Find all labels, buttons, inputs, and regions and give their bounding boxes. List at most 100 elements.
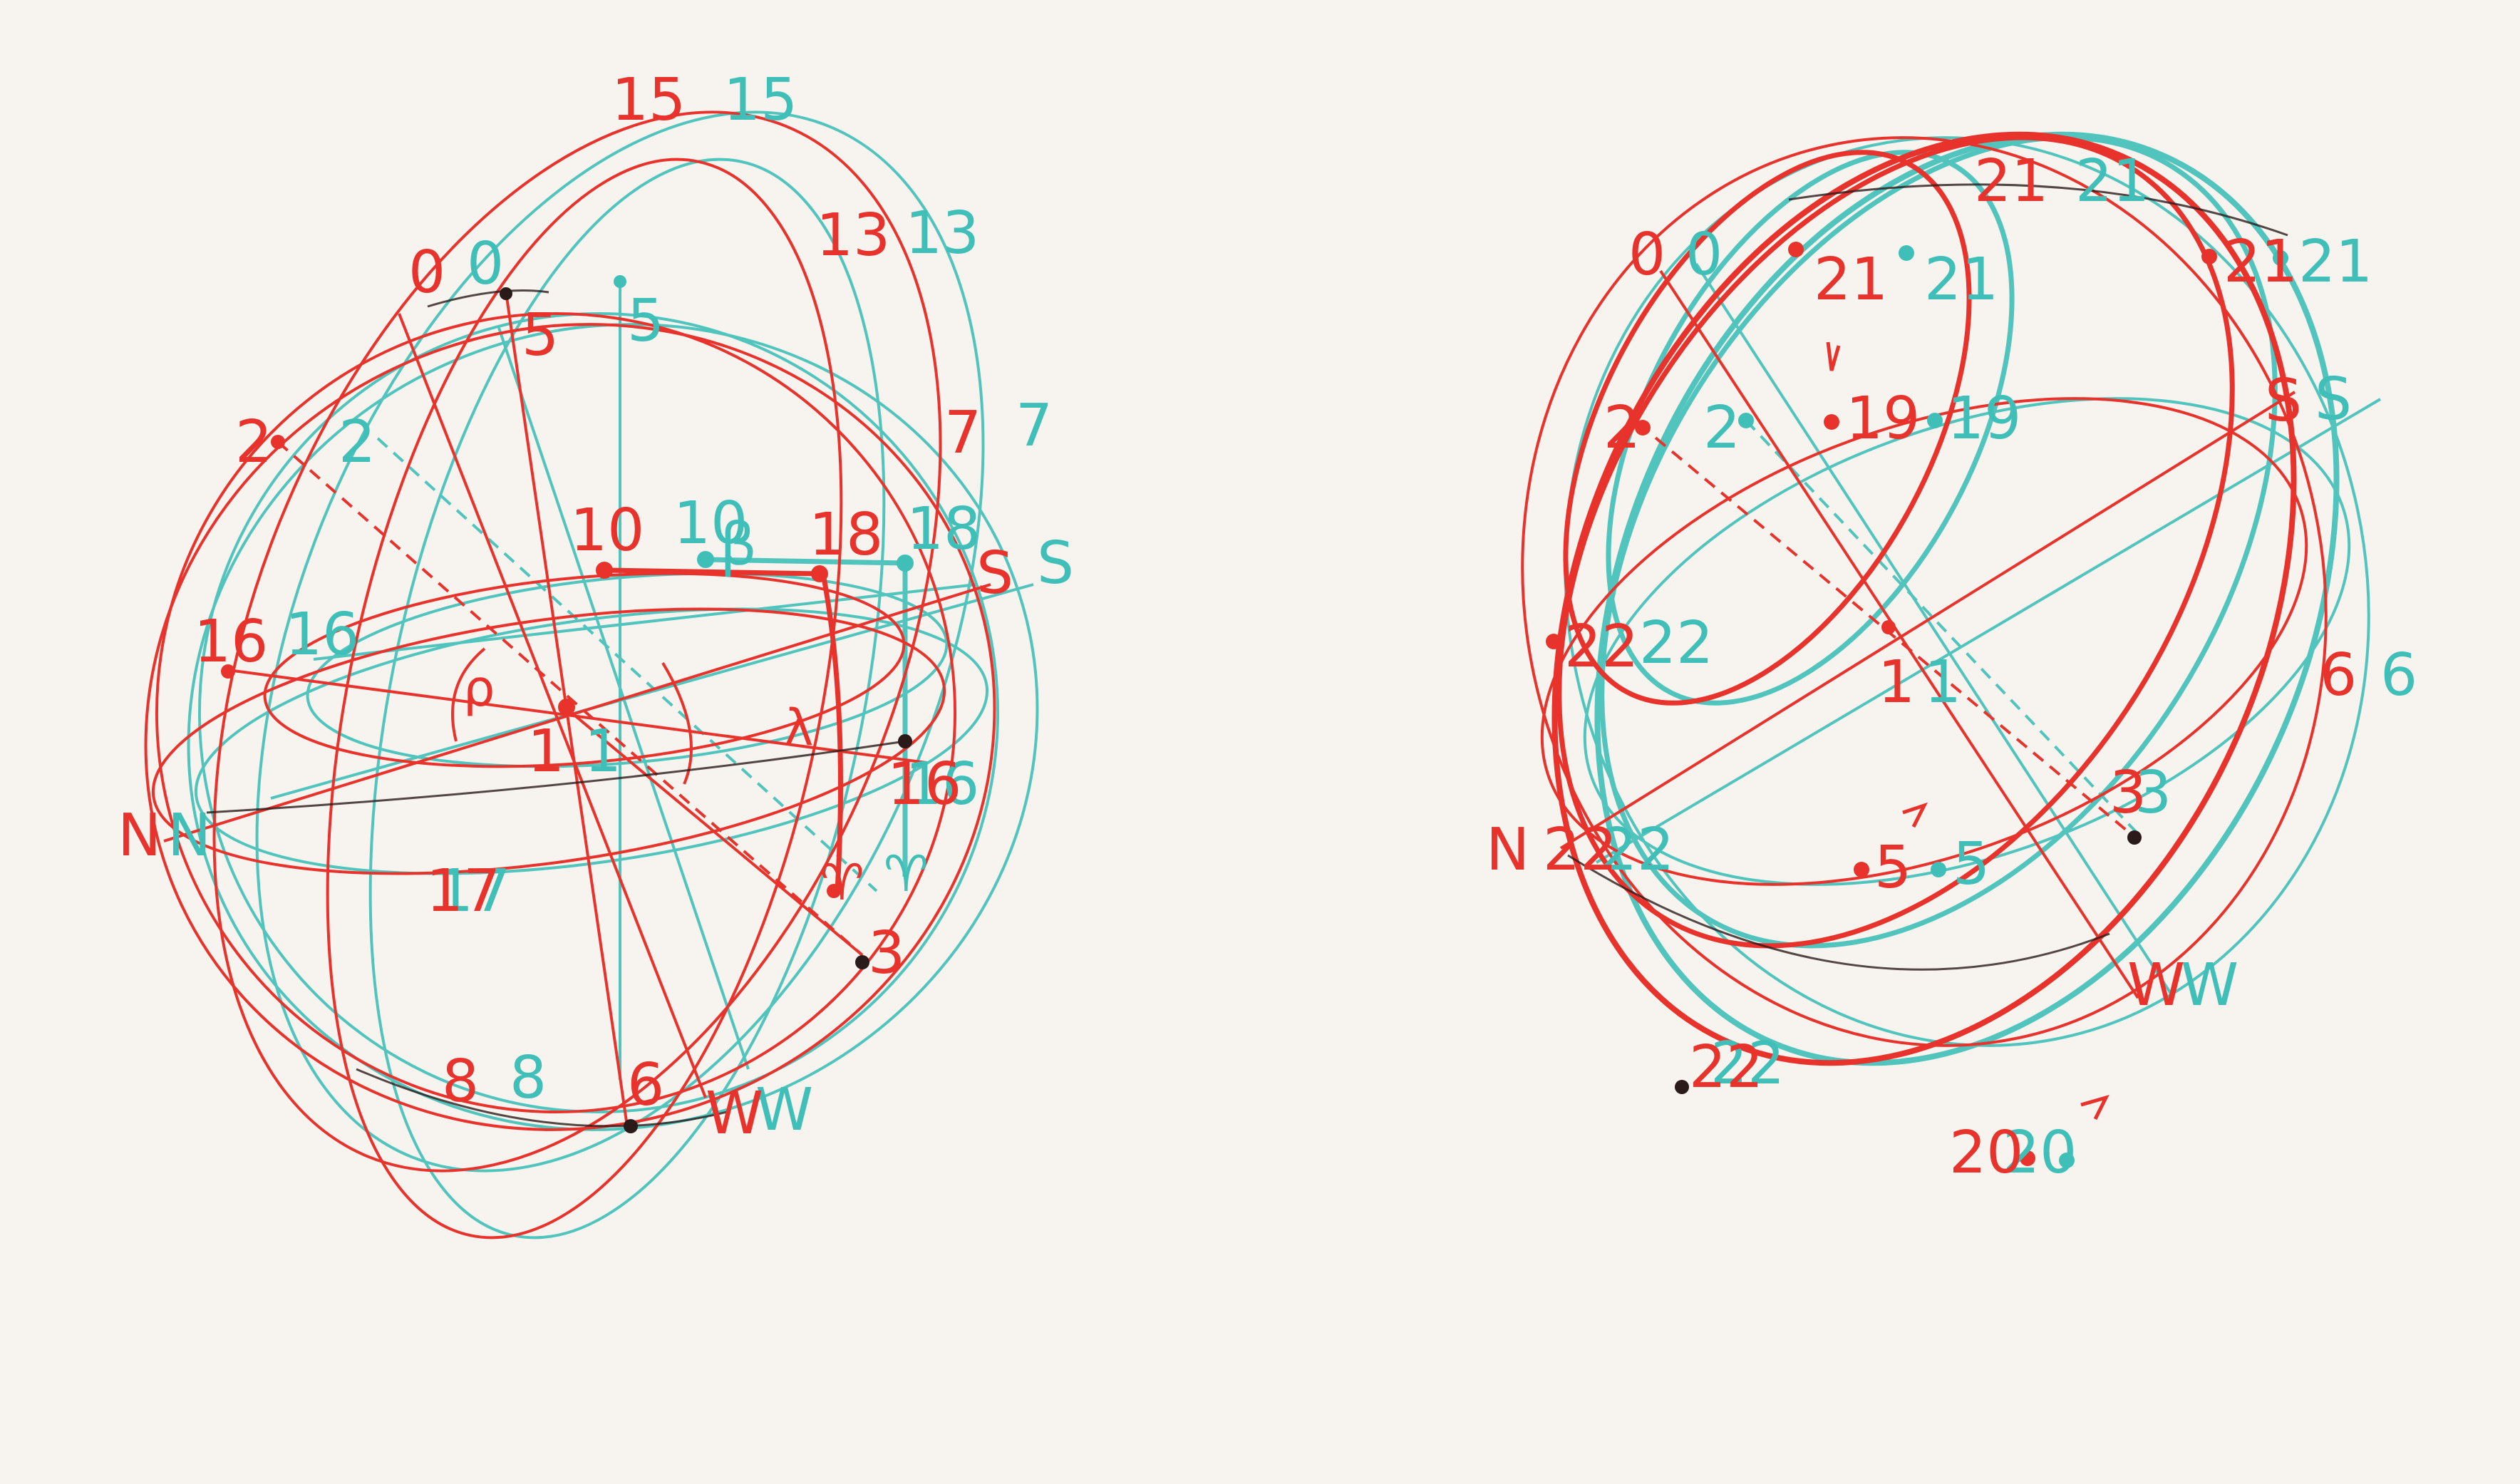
cyan-label-16a: 16 [285, 601, 359, 669]
red-axis-1 [1559, 391, 2296, 850]
red-dot-aries [827, 884, 841, 898]
red-label-22c: 22 [1689, 1034, 1763, 1101]
left-cyan-layer [187, 110, 1039, 1240]
cyan-equator-ellipse [194, 607, 989, 875]
red-equator-ellipse [151, 607, 946, 875]
red-dashed-line [277, 440, 864, 957]
cyan-label-0: 0 [1685, 221, 1723, 289]
cyan-label-3: 3 [2134, 759, 2172, 827]
dark-lower-curve [1567, 854, 2110, 971]
red-label-8: 8 [442, 1048, 479, 1115]
dark-dot-3 [2127, 830, 2142, 845]
dark-upper-curve [1788, 183, 2288, 237]
right-cyan-layer [1564, 131, 2382, 1066]
cyan-label-S: S [2315, 366, 2352, 433]
cyan-label-5: 5 [627, 287, 664, 355]
right-red-labels: 0 21 21 21 2 19 S 22 1 6 3 N 22 5 W 22 2… [1486, 148, 2357, 1187]
cyan-label-0: 0 [467, 230, 504, 298]
cyan-label-19: 19 [1947, 385, 2021, 453]
red-label-6: 6 [627, 1051, 664, 1119]
cyan-label-2: 2 [1703, 394, 1740, 462]
cyan-label-15: 15 [723, 66, 797, 134]
red-mid-orbit [1556, 135, 2235, 949]
cyan-inner-orbit [1606, 150, 2015, 706]
dark-equator-segment [206, 740, 906, 814]
cyan-mid-orbit [1599, 135, 2278, 949]
cyan-label-22a: 22 [1639, 609, 1713, 677]
red-label-5: 5 [1874, 834, 1911, 902]
cyan-dot-5 [1931, 862, 1946, 877]
red-label-21c: 21 [2224, 228, 2298, 296]
cyan-label-5: 5 [1953, 830, 1990, 898]
red-label-21b: 21 [1974, 148, 2048, 215]
red-label-3: 3 [2110, 759, 2147, 827]
red-axis-2 [1659, 269, 2139, 999]
cyan-label-7: 7 [1016, 392, 1053, 460]
cyan-label-22b: 22 [1600, 816, 1674, 884]
red-dot-16 [221, 664, 235, 679]
red-dot-21a [1788, 242, 1804, 257]
cyan-axis-2 [1695, 262, 2175, 999]
cyan-dot-10 [697, 551, 714, 568]
cyan-label-1: 1 [584, 718, 621, 785]
red-label-20: 20 [1949, 1119, 2023, 1187]
red-label-22b: 22 [1543, 816, 1617, 884]
cyan-label-beta: β [720, 511, 757, 579]
red-dot-1 [1881, 620, 1896, 634]
red-dot-20 [2020, 1150, 2035, 1166]
red-label-3: 3 [868, 919, 905, 987]
red-orbit-arrow-5 [1902, 802, 1928, 828]
red-label-W: W [2127, 952, 2185, 1019]
red-dot-21c [2201, 249, 2217, 264]
red-angle-arc-rho [451, 647, 486, 742]
red-label-S: S [2265, 367, 2302, 435]
red-axis-line-3 [163, 583, 991, 843]
left-red-layer [144, 110, 996, 1240]
cyan-label-1: 1 [1924, 649, 1961, 716]
dark-upper-rim [427, 289, 549, 308]
cyan-dot-21c [2273, 250, 2288, 266]
cyan-dot-18 [897, 555, 914, 572]
cyan-label-22c: 22 [1710, 1030, 1785, 1098]
red-dot-5 [1854, 862, 1869, 877]
cyan-axis-1 [1595, 398, 2382, 864]
cyan-label-18: 18 [907, 495, 981, 563]
cyan-label-21b: 21 [2075, 148, 2149, 215]
red-label-7: 7 [944, 399, 981, 467]
red-label-1: 1 [1878, 649, 1915, 716]
red-dot-2 [1635, 420, 1651, 436]
cyan-big-orbit [1594, 131, 2340, 1066]
cyan-label-17: 17 [436, 857, 510, 925]
cyan-label-N: N [167, 802, 211, 870]
red-outer-sphere [1521, 136, 2328, 1047]
red-label-0: 0 [1628, 221, 1666, 289]
right-orbit-diagram: 0 21 21 21 2 19 S 22 1 6 3 22 5 W 22 20 … [1486, 131, 2417, 1187]
red-label-5: 5 [522, 302, 559, 369]
red-tilted-ellipse [1540, 397, 2308, 886]
cyan-label-21c: 21 [2298, 228, 2372, 296]
cyan-dot-2 [1738, 413, 1754, 428]
red-label-19: 19 [1846, 385, 1920, 453]
right-point-markers [1546, 242, 2288, 1168]
red-label-aries: ♈ [820, 853, 864, 912]
cyan-tilted-ellipse [1583, 397, 2351, 886]
red-axis-line-4 [562, 704, 864, 957]
red-label-1: 1 [527, 718, 564, 785]
red-dot-19 [1824, 414, 1839, 430]
red-meridian-ellipse-1 [212, 110, 942, 1173]
cyan-label-13: 13 [905, 200, 979, 267]
red-dot-22a [1546, 634, 1561, 649]
dark-lower-rim [356, 1068, 728, 1128]
dark-dot-3 [855, 955, 869, 969]
red-angle-arc-lambda [661, 661, 693, 785]
cyan-label-16b: 16 [905, 751, 979, 818]
red-dot-center [558, 699, 575, 716]
red-label-6: 6 [2320, 641, 2357, 709]
red-label-17: 17 [426, 857, 500, 925]
right-cyan-labels: 0 21 21 21 2 19 S 22 1 6 3 22 5 W 22 20 [1600, 148, 2417, 1187]
red-label-2: 2 [1604, 394, 1641, 462]
red-sphere-outline [144, 323, 996, 1131]
red-orbit-arrow-19 [1826, 341, 1841, 371]
red-label-13: 13 [816, 202, 890, 269]
red-label-18: 18 [809, 501, 883, 569]
